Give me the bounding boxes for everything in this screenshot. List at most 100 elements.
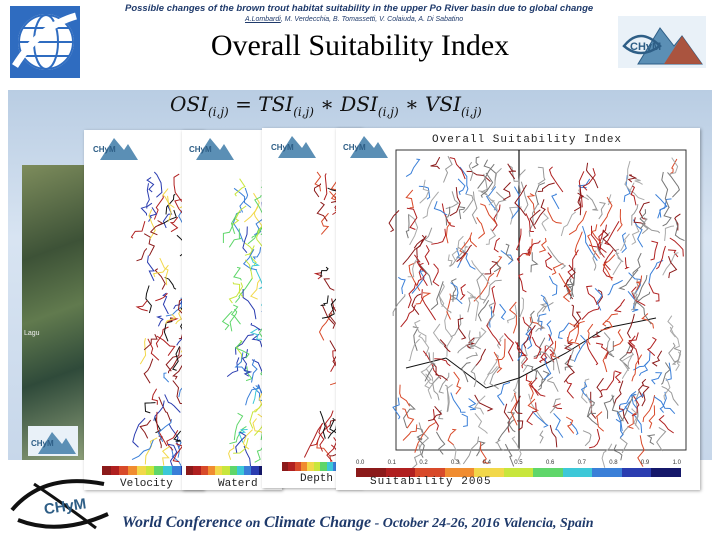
river-segment	[573, 185, 582, 212]
river-segment	[599, 371, 615, 393]
river-segment	[233, 187, 252, 208]
chym-swirl-logo: CHyM	[4, 470, 114, 538]
river-segment	[139, 419, 152, 439]
river-segment	[232, 211, 244, 243]
river-segment	[626, 412, 637, 429]
river-segment	[634, 393, 645, 402]
river-segment	[628, 332, 639, 347]
suitability-label: Suitability 2005	[370, 476, 492, 488]
river-segment	[168, 353, 184, 374]
suitability-map-title: Overall Suitability Index	[432, 134, 623, 146]
river-segment	[520, 348, 528, 373]
river-segment	[406, 207, 418, 230]
river-segment	[144, 402, 156, 414]
river-segment	[659, 391, 667, 413]
river-segment	[465, 337, 476, 349]
river-segment	[408, 262, 421, 291]
river-segment	[489, 366, 500, 390]
river-segment	[668, 157, 679, 175]
river-segment	[522, 316, 533, 341]
river-segment	[130, 220, 146, 239]
river-segment	[320, 266, 329, 278]
colorbar-swatch	[244, 466, 252, 475]
river-segment	[642, 394, 656, 423]
river-segment	[569, 322, 580, 342]
river-segment	[543, 357, 552, 380]
river-segment	[242, 289, 257, 320]
river-segment	[473, 272, 495, 302]
river-segment	[405, 158, 421, 178]
river-segment	[410, 444, 422, 470]
river-segment	[613, 380, 624, 407]
river-segment	[586, 399, 595, 418]
river-segment	[319, 410, 326, 439]
river-segment	[469, 232, 478, 248]
river-segment	[172, 346, 181, 371]
river-segment	[628, 272, 641, 294]
river-segment	[458, 206, 466, 220]
river-segment	[445, 221, 452, 244]
river-segment	[551, 193, 560, 210]
river-segment	[665, 362, 672, 381]
river-segment	[444, 311, 453, 348]
colorbar-swatch	[236, 466, 245, 475]
river-segment	[602, 261, 614, 279]
river-segment	[405, 189, 414, 209]
river-segment	[157, 209, 177, 226]
river-segment	[656, 426, 667, 452]
river-segment	[545, 252, 553, 271]
river-segment	[474, 395, 486, 415]
river-segment	[545, 344, 561, 374]
river-segment	[553, 412, 564, 438]
chym-logo-satellite: CHyM	[28, 426, 78, 456]
colorbar-swatch	[294, 462, 302, 471]
river-segment	[668, 256, 678, 279]
river-segment	[567, 249, 579, 279]
river-segment	[528, 380, 534, 400]
river-segment	[592, 250, 597, 271]
river-segment	[485, 228, 497, 245]
river-segment	[507, 163, 516, 180]
river-segment	[582, 430, 592, 447]
river-segment	[169, 216, 179, 233]
river-segment	[412, 326, 419, 351]
river-segment	[146, 255, 155, 282]
river-segment	[539, 237, 547, 253]
river-segment	[509, 206, 522, 225]
river-segment	[540, 294, 551, 312]
river-segment	[585, 339, 599, 366]
river-segment	[407, 259, 417, 278]
river-segment	[541, 213, 549, 232]
river-segment	[427, 405, 443, 422]
river-segment	[511, 436, 522, 461]
river-segment	[604, 221, 620, 246]
colorbar-tick: 0.7	[577, 460, 586, 466]
river-segment	[646, 336, 657, 356]
chym-logo-panel-2: CHyM	[186, 132, 236, 162]
river-segment	[156, 335, 176, 356]
river-segment	[587, 412, 599, 426]
river-segment	[500, 250, 514, 265]
river-segment	[175, 307, 183, 325]
colorbar-swatch	[186, 466, 194, 475]
river-segment	[598, 224, 607, 250]
river-segment	[650, 240, 659, 261]
river-segment	[408, 338, 420, 362]
river-segment	[626, 341, 634, 354]
river-segment	[330, 349, 340, 372]
river-segment	[564, 357, 574, 371]
conference-footer: World Conference on Climate Change - Oct…	[122, 514, 594, 531]
river-segment	[233, 437, 249, 454]
river-segment	[249, 328, 263, 340]
chym-logo-panel-1: CHyM	[90, 132, 140, 162]
river-segment	[621, 349, 635, 371]
colorbar-swatch	[145, 466, 155, 475]
colorbar-swatch	[119, 466, 129, 475]
river-segment	[453, 371, 462, 395]
river-segment	[146, 183, 150, 209]
river-segment	[324, 410, 334, 434]
river-segment	[619, 345, 631, 369]
river-segment	[633, 351, 651, 371]
river-segment	[565, 276, 575, 298]
river-segment	[525, 238, 533, 256]
